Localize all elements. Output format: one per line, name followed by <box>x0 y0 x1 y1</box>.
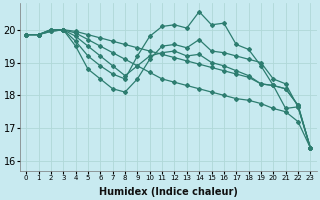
X-axis label: Humidex (Indice chaleur): Humidex (Indice chaleur) <box>99 187 238 197</box>
